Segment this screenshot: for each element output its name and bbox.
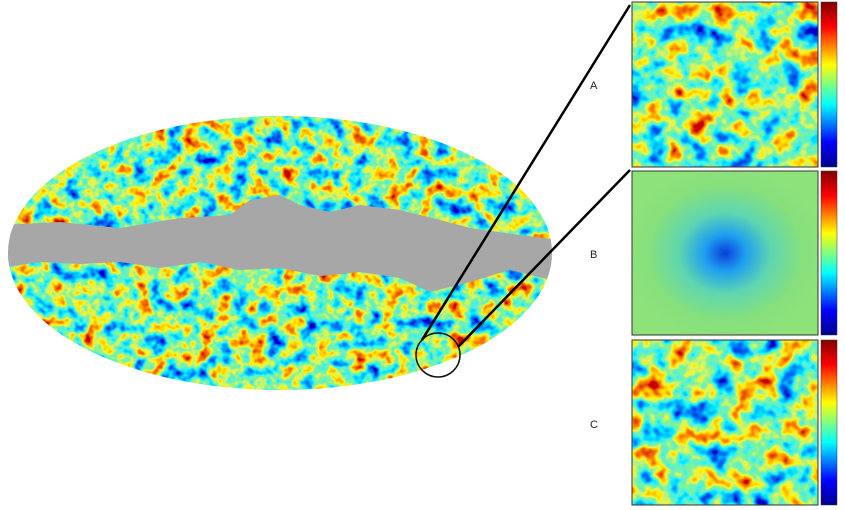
panel-image	[632, 340, 818, 505]
panel-frame	[631, 1, 819, 168]
panel-frame	[631, 339, 819, 506]
zoom-line	[420, 4, 632, 341]
panel-label: B	[590, 249, 597, 261]
zoom-circle	[415, 332, 461, 378]
colorbar	[820, 339, 838, 506]
panel-image	[631, 170, 819, 336]
panel-label: A	[590, 80, 598, 92]
colorbar	[820, 1, 838, 168]
zoom-line	[457, 169, 631, 348]
panel-a	[631, 1, 838, 168]
panel-b	[631, 170, 838, 336]
panel-c	[631, 339, 838, 506]
panel-label: C	[590, 419, 598, 431]
colorbar	[820, 170, 838, 336]
sky-map	[8, 116, 552, 390]
galactic-mask	[8, 195, 552, 292]
panel-image	[632, 2, 818, 167]
